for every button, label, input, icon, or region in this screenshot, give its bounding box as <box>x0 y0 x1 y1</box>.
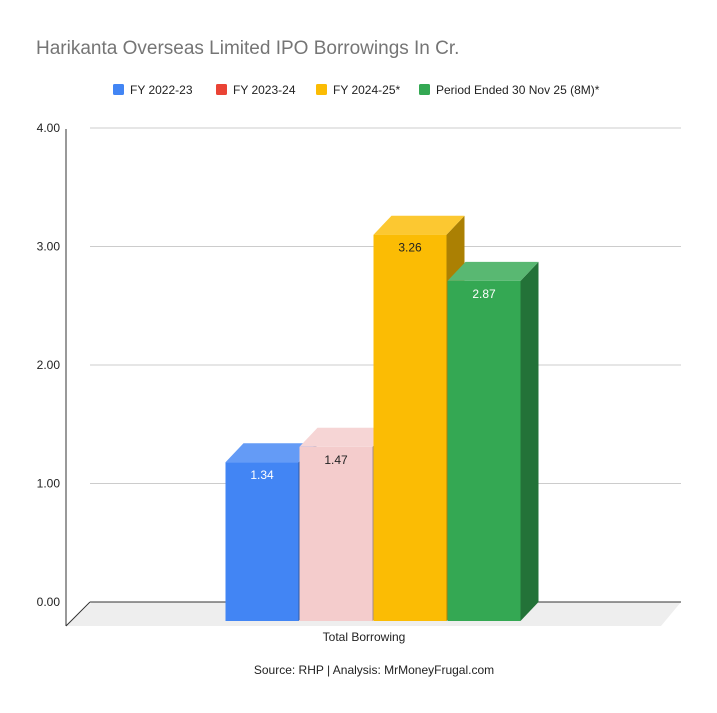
y-tick-label: 0.00 <box>37 595 61 609</box>
y-tick-label: 4.00 <box>37 121 61 135</box>
legend-item: FY 2023-24 <box>216 83 296 97</box>
bar-value-label: 1.34 <box>250 468 274 482</box>
y-tick-label: 3.00 <box>37 240 61 254</box>
bar-top <box>225 443 317 463</box>
bar-value-label: 3.26 <box>398 241 422 255</box>
bar-front <box>225 462 299 621</box>
legend-swatch <box>113 84 124 95</box>
bar: 2.87 <box>447 261 539 621</box>
source-note: Source: RHP | Analysis: MrMoneyFrugal.co… <box>254 663 494 677</box>
chart-title: Harikanta Overseas Limited IPO Borrowing… <box>36 38 459 59</box>
bar-front <box>447 280 521 621</box>
legend: FY 2022-23 FY 2023-24 FY 2024-25* Period En… <box>113 83 600 97</box>
bar-front <box>299 446 373 621</box>
bar-value-label: 2.87 <box>472 287 496 301</box>
bar-value-label: 1.47 <box>324 453 348 467</box>
legend-label: FY 2024-25* <box>333 83 400 97</box>
y-tick-label: 1.00 <box>37 477 61 491</box>
legend-label: FY 2023-24 <box>233 83 296 97</box>
floor-left-edge <box>65 601 91 627</box>
bar-top <box>447 261 539 281</box>
bar-top <box>373 215 465 235</box>
x-axis-categories: Total Borrowing <box>323 630 406 644</box>
legend-item: Period Ended 30 Nov 25 (8M)* <box>419 83 600 97</box>
legend-swatch <box>316 84 327 95</box>
x-category-label: Total Borrowing <box>323 630 406 644</box>
legend-item: FY 2022-23 <box>113 83 193 97</box>
bars: 1.34 1.47 3.26 2.87 <box>225 215 539 621</box>
legend-label: Period Ended 30 Nov 25 (8M)* <box>436 83 600 97</box>
y-axis-ticks: 0.00 1.00 2.00 3.00 4.00 <box>37 121 61 609</box>
bar-front <box>373 234 447 621</box>
legend-label: FY 2022-23 <box>130 83 193 97</box>
bar-side <box>520 261 539 621</box>
legend-item: FY 2024-25* <box>316 83 400 97</box>
y-tick-label: 2.00 <box>37 358 61 372</box>
bar-top <box>299 427 391 447</box>
legend-swatch <box>216 84 227 95</box>
legend-swatch <box>419 84 430 95</box>
